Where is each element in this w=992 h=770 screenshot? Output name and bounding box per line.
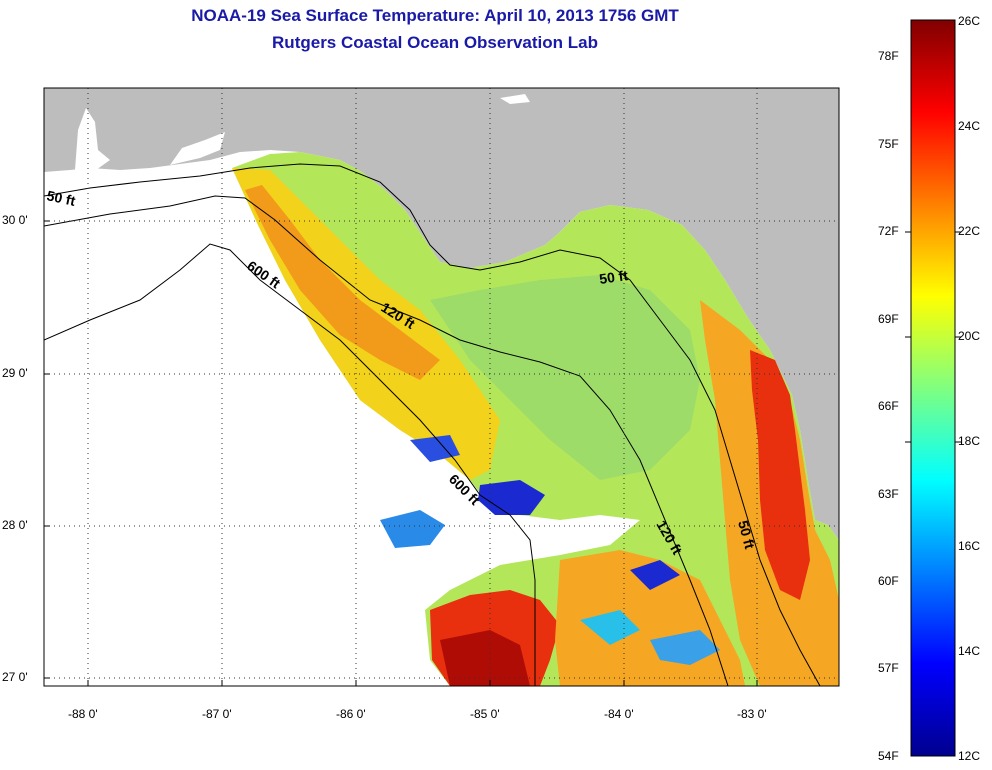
lon-tick-label: -88 0' — [68, 707, 98, 721]
colorbar-celsius-label: 20C — [958, 329, 981, 343]
colorbar-celsius-label: 18C — [958, 434, 981, 448]
axis-ticks — [44, 220, 758, 686]
lon-tick-label: -85 0' — [470, 707, 500, 721]
colorbar-fahrenheit-label: 75F — [878, 137, 899, 151]
colorbar-fahrenheit-label: 60F — [878, 574, 899, 588]
chart-subtitle: Rutgers Coastal Ocean Observation Lab — [272, 33, 598, 52]
lat-tick-label: 30 0' — [2, 213, 28, 227]
colorbar-celsius-label: 14C — [958, 644, 981, 658]
land-mass — [44, 88, 839, 540]
colorbar — [910, 19, 956, 757]
colorbar-fahrenheit-label: 54F — [878, 749, 899, 763]
lon-tick-label: -83 0' — [737, 707, 767, 721]
colorbar-fahrenheit-label: 57F — [878, 661, 899, 675]
colorbar-celsius-label: 12C — [958, 749, 981, 763]
lon-tick-label: -86 0' — [336, 707, 366, 721]
lat-tick-label: 29 0' — [2, 366, 28, 380]
chart-title: NOAA-19 Sea Surface Temperature: April 1… — [191, 6, 679, 25]
lat-tick-label: 27 0' — [2, 670, 28, 684]
colorbar-fahrenheit-label: 78F — [878, 49, 899, 63]
colorbar-celsius-label: 24C — [958, 119, 981, 133]
lon-tick-label: -84 0' — [604, 707, 634, 721]
colorbar-fahrenheit-label: 69F — [878, 312, 899, 326]
colorbar-fahrenheit-label: 72F — [878, 224, 899, 238]
contour-label: 50 ft — [45, 187, 77, 209]
contour-label: 50 ft — [598, 267, 629, 287]
lon-tick-label: -87 0' — [202, 707, 232, 721]
depth-contours — [44, 163, 821, 686]
lat-tick-label: 28 0' — [2, 518, 28, 532]
colorbar-fahrenheit-label: 63F — [878, 487, 899, 501]
colorbar-fahrenheit-label: 66F — [878, 399, 899, 413]
colorbar-celsius-label: 16C — [958, 539, 981, 553]
sst-swath — [232, 152, 839, 686]
plot-frame — [43, 87, 840, 687]
colorbar-celsius-label: 26C — [958, 14, 981, 28]
contour-label: 50 ft — [735, 519, 758, 551]
colorbar-ticks — [905, 231, 961, 443]
colorbar-celsius-label: 22C — [958, 224, 981, 238]
